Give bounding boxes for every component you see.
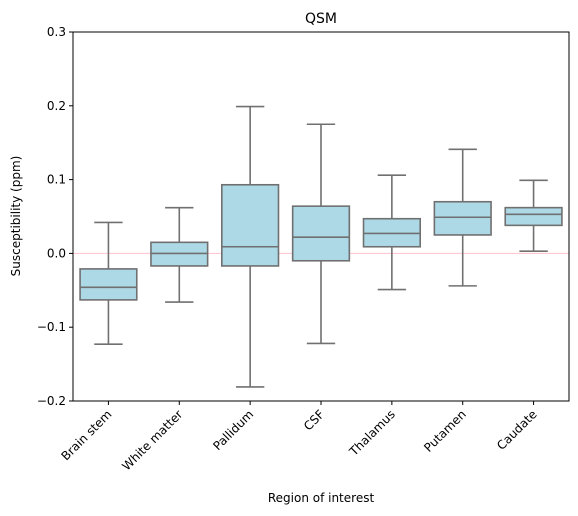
y-tick-label: 0.0 — [47, 246, 66, 260]
y-tick-label: 0.2 — [47, 99, 66, 113]
x-tick-label: CSF — [301, 407, 327, 433]
y-tick-label: 0.3 — [47, 25, 66, 39]
box-brain-stem — [79, 268, 138, 301]
x-tick-label: Brain stem — [58, 407, 114, 463]
x-tick-label: Caudate — [494, 407, 540, 453]
box-caudate — [504, 206, 563, 227]
box-pallidum — [221, 183, 280, 267]
y-tick-label: −0.1 — [37, 320, 66, 334]
x-tick-label: Thalamus — [346, 407, 398, 459]
x-axis-label: Region of interest — [268, 491, 375, 505]
chart-title: QSM — [305, 11, 337, 27]
y-tick-label: −0.2 — [37, 394, 66, 408]
x-tick-label: White matter — [119, 407, 185, 473]
y-tick-label: 0.1 — [47, 173, 66, 187]
x-tick-label: Pallidum — [210, 407, 256, 453]
box-csf — [291, 205, 351, 262]
box-putamen — [433, 200, 492, 236]
y-axis-label: Susceptibility (ppm) — [9, 156, 23, 277]
plot-area: −0.2 −0.1 0.0 0.1 0.2 0.3 Brain stem White matt… — [37, 25, 570, 473]
x-tick-label: Putamen — [421, 407, 469, 455]
